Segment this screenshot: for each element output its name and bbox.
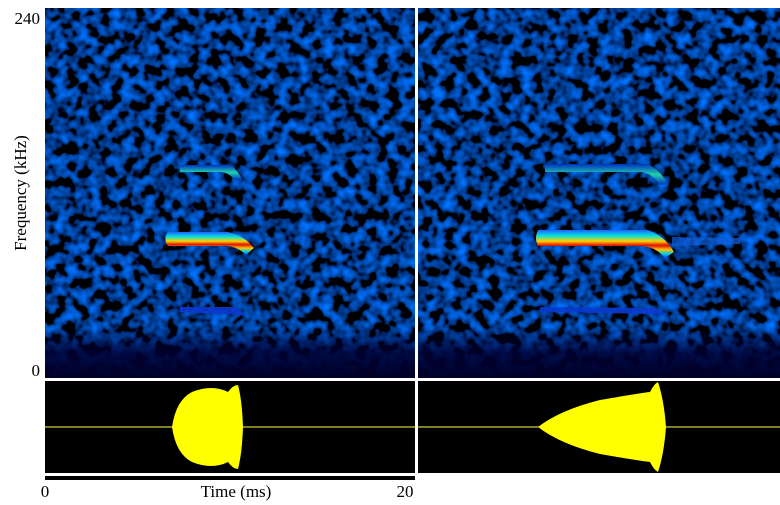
x-tick-label: 20 <box>397 482 414 501</box>
spectrogram-left <box>45 8 415 378</box>
spectrogram-right <box>418 8 780 378</box>
waveform-right <box>418 381 780 473</box>
waveform-left <box>45 381 415 473</box>
y-tick-label: 240 <box>15 9 41 28</box>
y-tick-label: 0 <box>32 361 41 380</box>
y-axis-label: Frequency (kHz) <box>11 135 30 251</box>
time-axis <box>45 476 415 480</box>
x-tick-label: 0 <box>41 482 50 501</box>
x-axis-label: Time (ms) <box>201 482 272 501</box>
